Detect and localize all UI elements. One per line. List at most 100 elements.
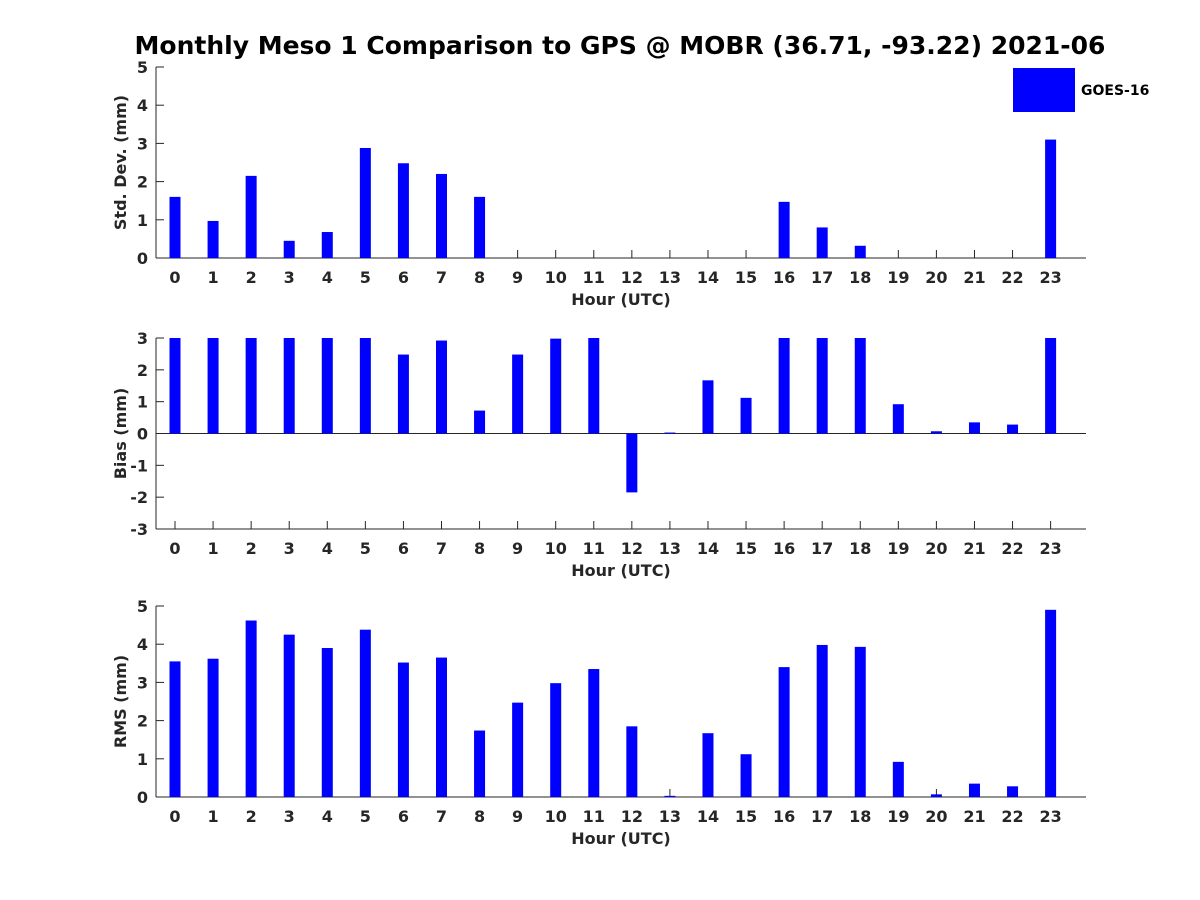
x-tick-label: 11 bbox=[583, 268, 605, 287]
x-tick-label: 22 bbox=[1001, 268, 1023, 287]
x-tick-label: 23 bbox=[1039, 268, 1061, 287]
y-tick-label: 4 bbox=[137, 635, 148, 654]
x-tick-label: 9 bbox=[512, 539, 523, 558]
x-tick-label: 20 bbox=[925, 268, 947, 287]
bar-hour-23 bbox=[1045, 139, 1057, 258]
x-tick-label: 4 bbox=[322, 539, 333, 558]
y-tick-label: -3 bbox=[130, 520, 148, 539]
bar-hour-1 bbox=[207, 220, 219, 258]
y-tick-label: 5 bbox=[137, 597, 148, 616]
x-tick-label: 18 bbox=[849, 268, 871, 287]
bar-hour-10 bbox=[550, 338, 562, 434]
x-tick-label: 22 bbox=[1001, 539, 1023, 558]
x-tick-label: 19 bbox=[887, 807, 909, 826]
y-tick-label: 4 bbox=[137, 96, 148, 115]
x-tick-label: 4 bbox=[322, 268, 333, 287]
y-tick-label: 1 bbox=[137, 750, 148, 769]
bar-hour-5 bbox=[359, 338, 371, 434]
x-axis-label: Hour (UTC) bbox=[571, 561, 671, 580]
bar-hour-22 bbox=[1007, 786, 1019, 797]
y-tick-label: 5 bbox=[137, 58, 148, 77]
bar-hour-8 bbox=[474, 730, 486, 797]
bar-hour-9 bbox=[512, 702, 524, 797]
bar-hour-1 bbox=[207, 338, 219, 434]
bar-hour-1 bbox=[207, 658, 219, 797]
x-tick-label: 23 bbox=[1039, 807, 1061, 826]
x-tick-label: 8 bbox=[474, 539, 485, 558]
bar-hour-12 bbox=[626, 433, 638, 493]
x-tick-label: 12 bbox=[621, 268, 643, 287]
bar-hour-6 bbox=[397, 354, 409, 434]
x-tick-label: 10 bbox=[545, 268, 567, 287]
x-tick-label: 0 bbox=[169, 807, 180, 826]
x-tick-label: 2 bbox=[246, 807, 257, 826]
bar-hour-11 bbox=[588, 338, 600, 434]
bar-hour-5 bbox=[359, 147, 371, 258]
bar-hour-11 bbox=[588, 669, 600, 797]
x-tick-label: 17 bbox=[811, 268, 833, 287]
bar-hour-20 bbox=[930, 431, 942, 434]
x-tick-label: 15 bbox=[735, 539, 757, 558]
x-tick-label: 0 bbox=[169, 268, 180, 287]
x-tick-label: 9 bbox=[512, 268, 523, 287]
bar-hour-2 bbox=[245, 338, 257, 434]
x-tick-label: 11 bbox=[583, 539, 605, 558]
x-tick-label: 5 bbox=[360, 268, 371, 287]
y-tick-label: 3 bbox=[137, 134, 148, 153]
x-tick-label: 3 bbox=[284, 539, 295, 558]
legend-label: GOES-16 bbox=[1081, 83, 1149, 99]
x-tick-label: 12 bbox=[621, 807, 643, 826]
bar-hour-15 bbox=[740, 397, 752, 434]
x-tick-label: 19 bbox=[887, 268, 909, 287]
bar-hour-3 bbox=[283, 240, 295, 258]
x-tick-label: 7 bbox=[436, 539, 447, 558]
chart-title: Monthly Meso 1 Comparison to GPS @ MOBR … bbox=[135, 31, 1106, 60]
bar-hour-15 bbox=[740, 754, 752, 797]
bar-hour-20 bbox=[930, 794, 942, 797]
y-tick-label: 0 bbox=[137, 788, 148, 807]
x-tick-label: 18 bbox=[849, 539, 871, 558]
x-tick-label: 0 bbox=[169, 539, 180, 558]
x-tick-label: 14 bbox=[697, 268, 719, 287]
bar-hour-22 bbox=[1007, 424, 1019, 434]
bar-hour-10 bbox=[550, 683, 562, 797]
bar-hour-8 bbox=[474, 196, 486, 258]
x-tick-label: 4 bbox=[322, 807, 333, 826]
bar-hour-23 bbox=[1045, 338, 1057, 434]
x-tick-label: 16 bbox=[773, 268, 795, 287]
bar-hour-21 bbox=[968, 422, 980, 434]
x-tick-label: 5 bbox=[360, 807, 371, 826]
y-tick-label: 1 bbox=[137, 393, 148, 412]
x-axis-label: Hour (UTC) bbox=[571, 829, 671, 848]
bar-hour-14 bbox=[702, 733, 714, 797]
bar-hour-6 bbox=[397, 662, 409, 797]
x-tick-label: 15 bbox=[735, 807, 757, 826]
bar-hour-7 bbox=[435, 657, 447, 797]
x-tick-label: 16 bbox=[773, 807, 795, 826]
x-tick-label: 10 bbox=[545, 539, 567, 558]
x-tick-label: 14 bbox=[697, 807, 719, 826]
x-tick-label: 8 bbox=[474, 268, 485, 287]
bar-hour-17 bbox=[816, 338, 828, 434]
x-tick-label: 3 bbox=[284, 807, 295, 826]
bar-hour-13 bbox=[664, 795, 676, 797]
x-tick-label: 2 bbox=[246, 268, 257, 287]
bar-hour-17 bbox=[816, 227, 828, 258]
bar-hour-4 bbox=[321, 648, 333, 797]
y-tick-label: 2 bbox=[137, 712, 148, 731]
x-tick-label: 6 bbox=[398, 539, 409, 558]
x-tick-label: 3 bbox=[284, 268, 295, 287]
x-axis-label: Hour (UTC) bbox=[571, 290, 671, 309]
bar-hour-0 bbox=[169, 338, 181, 434]
x-tick-label: 21 bbox=[963, 807, 985, 826]
bar-hour-0 bbox=[169, 661, 181, 797]
x-tick-label: 6 bbox=[398, 807, 409, 826]
x-tick-label: 1 bbox=[207, 539, 218, 558]
bar-hour-16 bbox=[778, 338, 790, 434]
x-tick-label: 19 bbox=[887, 539, 909, 558]
y-tick-label: 0 bbox=[137, 425, 148, 444]
x-tick-label: 14 bbox=[697, 539, 719, 558]
bar-hour-23 bbox=[1045, 609, 1057, 797]
